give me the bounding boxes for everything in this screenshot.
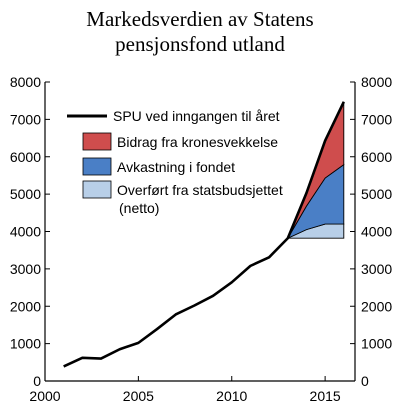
y-tick-label-left: 4000 bbox=[10, 224, 41, 240]
legend: SPU ved inngangen til året Bidrag fra kro… bbox=[67, 108, 283, 216]
legend-label-line-2: (netto) bbox=[119, 200, 159, 216]
y-tick-label-left: 7000 bbox=[10, 111, 41, 127]
legend-label: Bidrag fra kronesvekkelse bbox=[117, 134, 278, 150]
y-tick-label-left: 5000 bbox=[10, 186, 41, 202]
y-tick-label-right: 0 bbox=[361, 373, 369, 389]
y-tick-label-left: 1000 bbox=[10, 336, 41, 352]
x-tick-label: 2010 bbox=[216, 388, 247, 404]
y-tick-label-right: 5000 bbox=[361, 186, 392, 202]
y-tick-label-right: 6000 bbox=[361, 149, 392, 165]
legend-label: Avkastning i fondet bbox=[117, 159, 235, 175]
chart-title: Markedsverdien av Statens pensjonsfond u… bbox=[86, 7, 313, 56]
legend-swatch bbox=[82, 132, 112, 151]
y-tick-label-left: 8000 bbox=[10, 74, 41, 90]
chart-title-line-2: pensjonsfond utland bbox=[115, 32, 285, 56]
legend-label: Overført fra statsbudsjettet bbox=[117, 182, 283, 198]
chart-title-line-1: Markedsverdien av Statens bbox=[86, 7, 313, 31]
x-tick-label: 2005 bbox=[123, 388, 154, 404]
y-tick-label-right: 2000 bbox=[361, 298, 392, 314]
x-tick-label: 2015 bbox=[310, 388, 341, 404]
legend-swatch bbox=[82, 157, 112, 176]
x-tick-label: 2000 bbox=[29, 388, 60, 404]
y-tick-label-right: 1000 bbox=[361, 336, 392, 352]
legend-label: SPU ved inngangen til året bbox=[113, 108, 280, 124]
y-tick-label-left: 3000 bbox=[10, 261, 41, 277]
y-tick-label-left: 6000 bbox=[10, 149, 41, 165]
y-tick-label-left: 2000 bbox=[10, 298, 41, 314]
data-lines bbox=[63, 101, 345, 368]
legend-swatch bbox=[82, 180, 112, 199]
y-tick-label-right: 4000 bbox=[361, 224, 392, 240]
y-tick-label-right: 8000 bbox=[361, 74, 392, 90]
y-tick-label-right: 3000 bbox=[361, 261, 392, 277]
y-tick-label-left: 0 bbox=[33, 373, 41, 389]
axes: 0 0 1000 1000 2000 2000 3000 3000 4000 4000 5000 50… bbox=[10, 74, 393, 404]
y-tick-label-right: 7000 bbox=[361, 111, 392, 127]
line-series-1 bbox=[63, 101, 345, 368]
